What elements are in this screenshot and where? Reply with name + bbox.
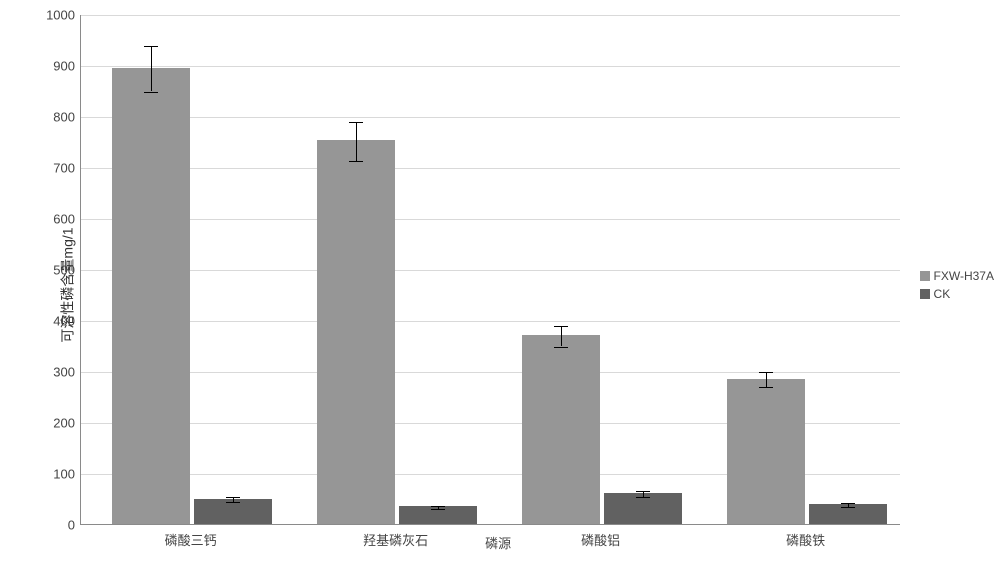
error-cap: [841, 503, 855, 504]
error-bar: [766, 372, 767, 387]
bar-chart: 可溶性磷含量mg/1 FXW-H37ACK 010020030040050060…: [0, 0, 1000, 570]
bar: [317, 140, 395, 524]
error-bar: [356, 122, 357, 161]
gridline: [81, 219, 900, 220]
legend-label: CK: [934, 287, 951, 301]
xtick-label: 磷酸铝: [581, 530, 620, 549]
ytick-label: 200: [15, 416, 75, 431]
ytick-label: 900: [15, 59, 75, 74]
error-cap: [349, 122, 363, 123]
ytick-label: 0: [15, 518, 75, 533]
legend-swatch: [920, 289, 930, 299]
gridline: [81, 66, 900, 67]
ytick-label: 400: [15, 314, 75, 329]
legend: FXW-H37A CK: [920, 265, 994, 305]
gridline: [81, 270, 900, 271]
ytick-label: 700: [15, 161, 75, 176]
error-cap: [554, 326, 568, 327]
ytick-label: 1000: [15, 8, 75, 23]
ytick-label: 800: [15, 110, 75, 125]
error-cap: [636, 491, 650, 492]
legend-label: FXW-H37A: [934, 269, 994, 283]
bar: [727, 379, 805, 524]
gridline: [81, 15, 900, 16]
gridline: [81, 321, 900, 322]
ytick-label: 500: [15, 263, 75, 278]
x-axis-label: 磷源: [485, 533, 511, 552]
legend-item: FXW-H37A: [920, 269, 994, 283]
plot-area: [80, 15, 900, 525]
legend-item: CK: [920, 287, 994, 301]
error-bar: [151, 46, 152, 92]
error-cap: [144, 92, 158, 93]
gridline: [81, 117, 900, 118]
xtick-label: 磷酸三钙: [165, 530, 217, 549]
error-cap: [349, 161, 363, 162]
gridline: [81, 168, 900, 169]
error-cap: [759, 372, 773, 373]
xtick-label: 羟基磷灰石: [363, 530, 428, 549]
error-cap: [636, 497, 650, 498]
error-cap: [431, 509, 445, 510]
ytick-label: 100: [15, 467, 75, 482]
error-cap: [226, 502, 240, 503]
ytick-label: 600: [15, 212, 75, 227]
error-cap: [554, 347, 568, 348]
gridline: [81, 372, 900, 373]
bar: [522, 335, 600, 524]
bar: [112, 68, 190, 524]
error-cap: [841, 507, 855, 508]
error-cap: [759, 387, 773, 388]
error-cap: [226, 497, 240, 498]
xtick-label: 磷酸铁: [786, 530, 825, 549]
legend-swatch: [920, 271, 930, 281]
error-cap: [144, 46, 158, 47]
ytick-label: 300: [15, 365, 75, 380]
error-bar: [561, 326, 562, 346]
error-cap: [431, 506, 445, 507]
